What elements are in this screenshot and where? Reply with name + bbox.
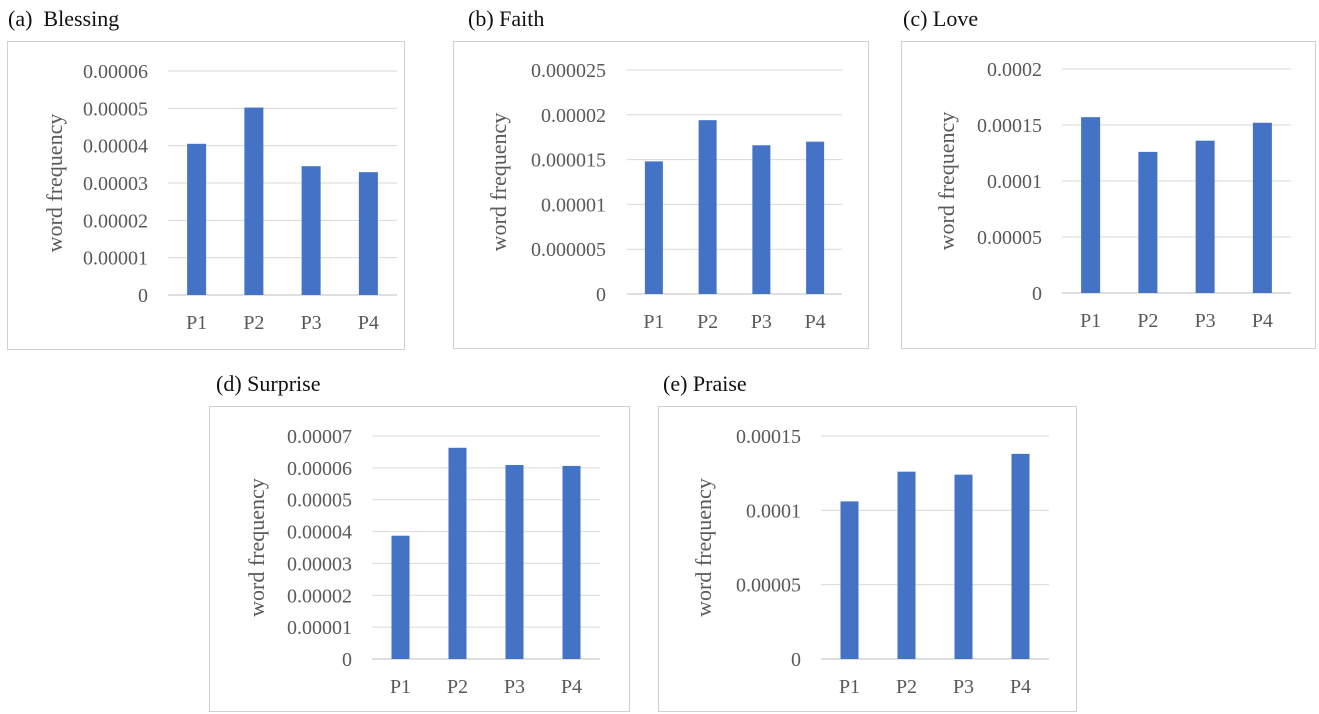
- x-tick-label-surprise: P1: [390, 676, 411, 698]
- chart-title-love: (c) Love: [903, 6, 979, 31]
- bar-faith-p3: [752, 145, 771, 294]
- bar-faith-p2: [698, 120, 717, 295]
- bar-praise-p2: [897, 471, 916, 659]
- y-tick-label-faith: 0.000005: [531, 239, 606, 261]
- y-tick-label-love: 0.00015: [977, 115, 1042, 137]
- bar-praise-p3: [954, 474, 973, 659]
- y-axis-title-surprise: word frequency: [244, 478, 269, 617]
- y-tick-label-surprise: 0.00007: [287, 426, 352, 448]
- x-tick-label-faith: P1: [643, 311, 664, 333]
- x-tick-label-blessing: P1: [186, 312, 207, 334]
- chart-frame-blessing: [7, 41, 405, 350]
- chart-title-surprise: (d) Surprise: [216, 371, 321, 396]
- y-tick-label-blessing: 0.00006: [83, 61, 148, 83]
- bar-surprise-p4: [562, 465, 581, 659]
- y-tick-label-praise: 0.0001: [746, 500, 801, 522]
- x-tick-label-praise: P3: [953, 676, 974, 698]
- chart-title-praise: (e) Praise: [663, 371, 747, 396]
- y-tick-label-surprise: 0.00002: [287, 585, 352, 607]
- bar-love-p3: [1195, 140, 1215, 293]
- bar-blessing-p3: [301, 166, 321, 295]
- y-tick-label-love: 0: [1032, 283, 1042, 305]
- y-tick-label-blessing: 0.00002: [83, 210, 148, 232]
- y-tick-label-praise: 0: [791, 649, 801, 671]
- y-tick-label-love: 0.00005: [977, 227, 1042, 249]
- bar-blessing-p1: [187, 143, 207, 295]
- x-tick-label-faith: P2: [697, 311, 718, 333]
- y-axis-title-love: word frequency: [934, 112, 959, 251]
- bar-love-p4: [1252, 122, 1272, 293]
- bar-surprise-p1: [391, 535, 410, 659]
- x-tick-label-blessing: P2: [243, 312, 264, 334]
- y-tick-label-faith: 0.00001: [541, 194, 606, 216]
- bar-faith-p4: [806, 141, 825, 294]
- y-tick-label-faith: 0.00002: [541, 105, 606, 127]
- x-tick-label-praise: P2: [896, 676, 917, 698]
- y-tick-label-love: 0.0002: [987, 59, 1042, 81]
- chart-frame-faith: [453, 41, 869, 349]
- x-tick-label-surprise: P4: [561, 676, 582, 698]
- y-tick-label-faith: 0.000015: [531, 150, 606, 172]
- y-axis-title-faith: word frequency: [486, 113, 511, 252]
- y-axis-title-praise: word frequency: [691, 478, 716, 617]
- y-tick-label-faith: 0.000025: [531, 60, 606, 82]
- chart-frame-love: [901, 41, 1316, 349]
- chart-frame-surprise: [209, 406, 630, 712]
- x-tick-label-faith: P3: [751, 311, 772, 333]
- x-tick-label-praise: P1: [839, 676, 860, 698]
- chart-title-faith: (b) Faith: [468, 6, 545, 31]
- chart-title-blessing: (a) Blessing: [8, 6, 120, 31]
- bar-praise-p1: [840, 501, 859, 659]
- y-tick-label-surprise: 0.00006: [287, 458, 352, 480]
- y-tick-label-blessing: 0: [138, 285, 148, 307]
- bar-love-p1: [1081, 117, 1101, 293]
- y-tick-label-surprise: 0.00004: [287, 522, 352, 544]
- y-tick-label-faith: 0: [596, 284, 606, 306]
- x-tick-label-blessing: P4: [358, 312, 379, 334]
- y-tick-label-blessing: 0.00005: [83, 98, 148, 120]
- bar-blessing-p4: [358, 172, 378, 295]
- y-tick-label-blessing: 0.00001: [83, 248, 148, 270]
- y-tick-label-surprise: 0.00003: [287, 553, 352, 575]
- x-tick-label-love: P3: [1195, 310, 1216, 332]
- chart-frame-praise: [658, 406, 1077, 712]
- x-tick-label-praise: P4: [1010, 676, 1031, 698]
- y-tick-label-love: 0.0001: [987, 171, 1042, 193]
- y-axis-title-blessing: word frequency: [42, 114, 67, 253]
- x-tick-label-love: P4: [1252, 310, 1273, 332]
- x-tick-label-surprise: P2: [447, 676, 468, 698]
- y-tick-label-praise: 0.00015: [736, 426, 801, 448]
- bar-surprise-p2: [448, 447, 467, 659]
- y-tick-label-surprise: 0: [342, 649, 352, 671]
- x-tick-label-faith: P4: [805, 311, 826, 333]
- y-tick-label-blessing: 0.00003: [83, 173, 148, 195]
- bar-surprise-p3: [505, 464, 524, 659]
- bar-praise-p4: [1011, 453, 1030, 659]
- bar-blessing-p2: [244, 107, 264, 295]
- y-tick-label-blessing: 0.00004: [83, 136, 148, 158]
- y-tick-label-praise: 0.00005: [736, 575, 801, 597]
- x-tick-label-surprise: P3: [504, 676, 525, 698]
- x-tick-label-blessing: P3: [301, 312, 322, 334]
- x-tick-label-love: P1: [1080, 310, 1101, 332]
- bar-love-p2: [1138, 151, 1158, 293]
- y-tick-label-surprise: 0.00001: [287, 617, 352, 639]
- x-tick-label-love: P2: [1137, 310, 1158, 332]
- bar-faith-p1: [644, 161, 663, 294]
- y-tick-label-surprise: 0.00005: [287, 490, 352, 512]
